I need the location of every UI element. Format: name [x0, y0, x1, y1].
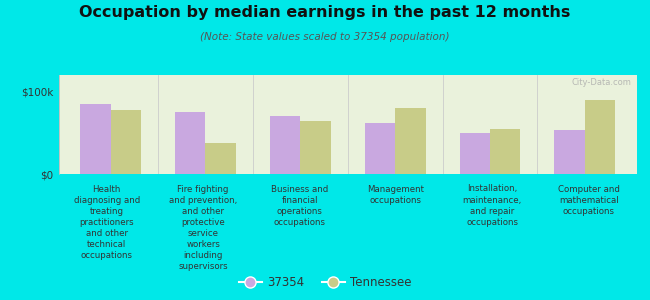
Bar — [395, 108, 426, 174]
Bar — [175, 112, 205, 174]
Text: City-Data.com: City-Data.com — [571, 78, 631, 87]
Bar — [270, 116, 300, 174]
Text: (Note: State values scaled to 37354 population): (Note: State values scaled to 37354 popu… — [200, 32, 450, 41]
Text: Fire fighting
and prevention,
and other
protective
service
workers
including
sup: Fire fighting and prevention, and other … — [169, 184, 237, 271]
Bar — [111, 110, 141, 174]
Text: Business and
financial
operations
occupations: Business and financial operations occupa… — [271, 184, 328, 227]
Bar — [460, 133, 490, 174]
Text: Management
occupations: Management occupations — [367, 184, 424, 205]
Bar — [81, 104, 110, 174]
Legend: 37354, Tennessee: 37354, Tennessee — [234, 272, 416, 294]
Text: Computer and
mathematical
occupations: Computer and mathematical occupations — [558, 184, 619, 216]
Text: Health
diagnosing and
treating
practitioners
and other
technical
occupations: Health diagnosing and treating practitio… — [73, 184, 140, 260]
Text: Installation,
maintenance,
and repair
occupations: Installation, maintenance, and repair oc… — [463, 184, 522, 227]
Bar — [300, 121, 331, 174]
Bar — [554, 130, 585, 174]
Text: Occupation by median earnings in the past 12 months: Occupation by median earnings in the pas… — [79, 4, 571, 20]
Bar — [585, 100, 615, 174]
Bar — [205, 143, 236, 174]
Bar — [365, 123, 395, 174]
Bar — [490, 129, 521, 174]
